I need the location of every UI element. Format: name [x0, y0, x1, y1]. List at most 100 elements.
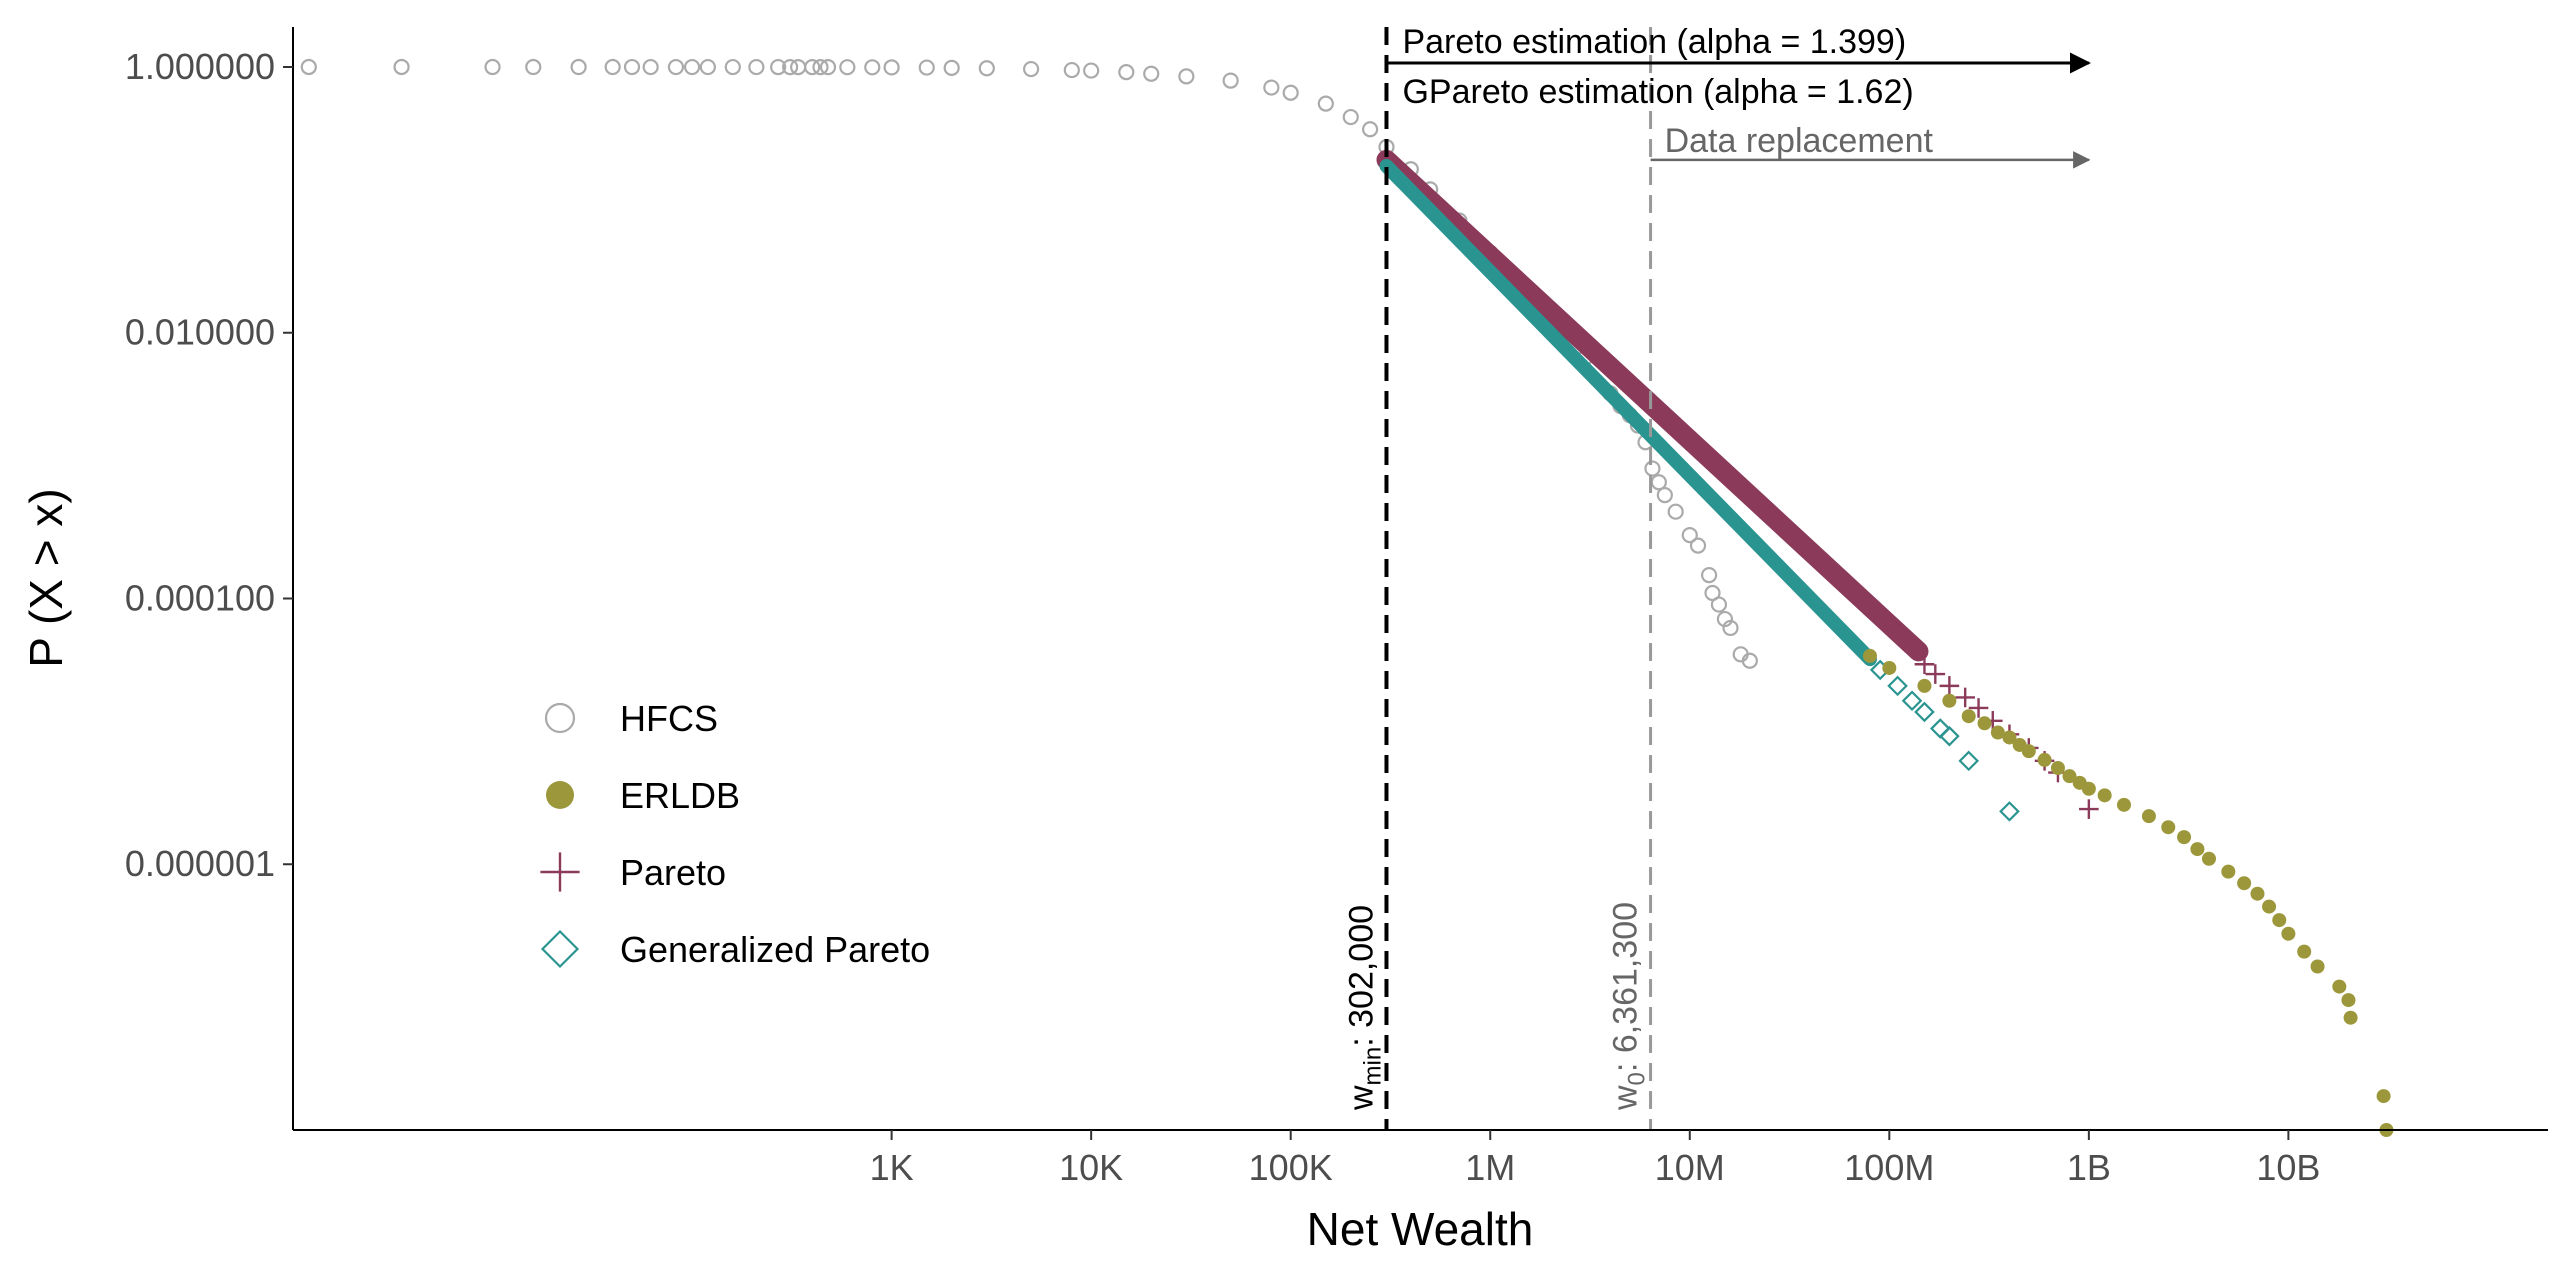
data-point-pareto: [1939, 676, 1960, 696]
data-point-erldb: [2237, 876, 2252, 891]
legend-label-pareto: Pareto: [620, 852, 726, 893]
axes-layer: 1K 10K 100K 1M 10M 100M 1B 10B 1.000000 0.010000…: [20, 27, 2548, 1255]
data-point-hfcs: [1222, 72, 1239, 89]
data-point-generalized-pareto: [1999, 801, 2020, 822]
data-point-erldb: [1961, 709, 1976, 724]
data-point-hfcs: [1178, 68, 1195, 85]
data-point-erldb: [2221, 864, 2236, 879]
annotations-layer: Pareto estimation (alpha = 1.399) GPareto…: [1386, 23, 2091, 169]
data-point-hfcs: [683, 58, 701, 76]
data-point-hfcs: [623, 58, 641, 76]
data-point-hfcs: [1689, 537, 1707, 554]
data-point-hfcs: [782, 58, 799, 76]
x-tick-label: 1M: [1465, 1147, 1515, 1188]
data-point-erldb: [2050, 761, 2065, 776]
legend-label-generalized-pareto: Generalized Pareto: [620, 929, 930, 970]
data-point-hfcs: [918, 59, 935, 76]
legend-key-generalized-pareto: [540, 929, 580, 969]
data-point-pareto: [1955, 687, 1975, 708]
data-point-erldb: [1882, 660, 1897, 675]
series-pareto: [1376, 149, 2099, 819]
gpareto-estimation-label: GPareto estimation (alpha = 1.62): [1402, 73, 1913, 111]
series-erldb: [1862, 648, 2394, 1137]
data-point-generalized-pareto: [1914, 701, 1935, 723]
data-point-hfcs: [1143, 65, 1160, 82]
data-point-erldb: [2332, 979, 2347, 994]
legend-label-erldb: ERLDB: [620, 775, 740, 816]
data-point-erldb: [2201, 851, 2216, 866]
data-point-erldb: [2376, 1089, 2391, 1104]
series-pareto-dense-band: [1376, 149, 1929, 662]
data-point-erldb: [2097, 788, 2112, 803]
data-point-hfcs: [804, 59, 821, 76]
data-replacement-label: Data replacement: [1665, 122, 1934, 160]
data-point-hfcs: [1282, 84, 1299, 101]
series-hfcs: [300, 58, 1758, 669]
data-point-hfcs: [1667, 503, 1684, 520]
data-point-hfcs: [864, 59, 881, 76]
data-point-hfcs: [883, 59, 900, 76]
ref-line-label-w0: w0: 6,361,300: [1607, 902, 1651, 1111]
x-tick-label: 1B: [2067, 1147, 2111, 1188]
data-point-pareto: [1925, 664, 1946, 684]
data-point-hfcs: [1342, 108, 1359, 126]
data-point-hfcs: [570, 58, 587, 76]
data-point-hfcs: [812, 59, 829, 76]
data-point-erldb: [1990, 725, 2005, 740]
data-point-generalized-pareto: [1901, 690, 1923, 712]
data-point-hfcs: [1644, 460, 1661, 477]
x-tick-label: 100M: [1844, 1147, 1934, 1188]
data-point-generalized-pareto: [1887, 675, 1908, 697]
legend-key-hfcs: [544, 702, 576, 734]
data-point-erldb: [1862, 648, 1877, 663]
legend-item-hfcs: HFCS: [544, 698, 718, 739]
y-ticks: 1.000000 0.010000 0.000100 0.000001: [125, 46, 293, 884]
data-point-erldb: [2002, 730, 2017, 745]
y-tick-label: 0.000100: [125, 577, 275, 618]
x-axis-title: Net Wealth: [1307, 1203, 1534, 1255]
data-point-hfcs: [300, 58, 317, 76]
y-tick-label: 1.000000: [125, 46, 275, 87]
data-point-erldb: [2272, 913, 2287, 928]
data-point-hfcs: [724, 58, 741, 76]
data-point-hfcs: [1716, 610, 1734, 628]
data-point-generalized-pareto: [1939, 725, 1960, 747]
x-tick-label: 10M: [1655, 1147, 1725, 1188]
data-point-erldb: [1917, 678, 1932, 693]
data-point-hfcs: [978, 60, 995, 77]
data-point-hfcs: [1701, 567, 1718, 584]
data-point-hfcs: [484, 58, 501, 76]
data-point-pareto: [2079, 799, 2099, 819]
data-point-hfcs: [1022, 60, 1040, 78]
data-point-hfcs: [1063, 61, 1080, 79]
data-point-generalized-pareto: [1929, 718, 1951, 739]
data-point-hfcs: [525, 58, 542, 76]
data-point-erldb: [1942, 693, 1957, 708]
data-point-hfcs: [667, 58, 685, 76]
data-point-erldb: [2310, 959, 2325, 974]
data-point-pareto: [1968, 698, 1989, 718]
series-generalized-pareto-dense-band: [1379, 158, 1877, 667]
data-point-hfcs: [819, 59, 837, 76]
data-point-hfcs: [1083, 62, 1100, 79]
data-point-erldb: [2037, 752, 2052, 767]
legend: HFCS ERLDB Pareto Generalized Pareto: [540, 698, 930, 970]
data-point-hfcs: [1362, 121, 1379, 138]
x-tick-label: 10B: [2256, 1147, 2320, 1188]
data-point-hfcs: [770, 58, 787, 76]
y-axis-title: P (X > x): [20, 488, 72, 667]
data-point-erldb: [2341, 993, 2356, 1008]
data-point-hfcs: [699, 58, 716, 76]
data-point-hfcs: [393, 58, 410, 76]
legend-item-pareto: Pareto: [540, 852, 726, 893]
data-point-erldb: [2081, 781, 2096, 796]
data-point-hfcs: [1317, 95, 1334, 112]
legend-key-pareto: [540, 852, 580, 892]
data-point-erldb: [2343, 1010, 2358, 1025]
data-point-hfcs: [1741, 652, 1758, 669]
y-tick-label: 0.000001: [125, 843, 275, 884]
x-ticks: 1K 10K 100K 1M 10M 100M 1B 10B: [870, 1130, 2320, 1188]
data-point-hfcs: [604, 58, 621, 76]
legend-label-hfcs: HFCS: [620, 698, 718, 739]
